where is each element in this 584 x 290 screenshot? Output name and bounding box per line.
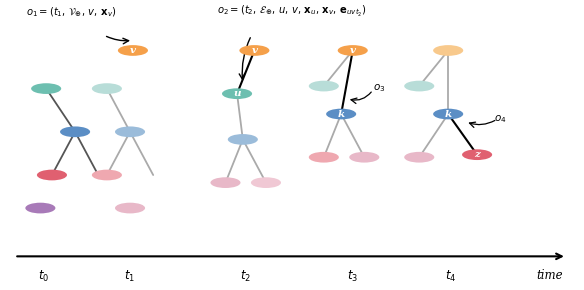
- Text: u: u: [233, 89, 241, 98]
- Ellipse shape: [60, 126, 90, 137]
- Ellipse shape: [118, 45, 148, 56]
- Text: v: v: [130, 46, 136, 55]
- Ellipse shape: [251, 177, 281, 188]
- Ellipse shape: [31, 83, 61, 94]
- Ellipse shape: [37, 170, 67, 180]
- Text: $t_2$: $t_2$: [240, 269, 251, 284]
- Text: v: v: [251, 46, 258, 55]
- Ellipse shape: [433, 45, 463, 56]
- Text: z: z: [474, 150, 480, 159]
- Text: $t_4$: $t_4$: [446, 269, 457, 284]
- Ellipse shape: [349, 152, 380, 163]
- Ellipse shape: [462, 149, 492, 160]
- Text: $o_3$: $o_3$: [373, 83, 385, 95]
- Ellipse shape: [309, 81, 339, 91]
- Ellipse shape: [404, 152, 434, 163]
- Text: $t_1$: $t_1$: [124, 269, 135, 284]
- Ellipse shape: [433, 109, 463, 119]
- Ellipse shape: [115, 126, 145, 137]
- Ellipse shape: [309, 152, 339, 163]
- Text: $o_4$: $o_4$: [495, 113, 507, 125]
- Ellipse shape: [25, 203, 55, 213]
- Ellipse shape: [228, 134, 258, 145]
- Ellipse shape: [326, 109, 356, 119]
- Text: time: time: [536, 269, 563, 282]
- Ellipse shape: [222, 88, 252, 99]
- Ellipse shape: [92, 83, 122, 94]
- Ellipse shape: [404, 81, 434, 91]
- Text: $t_0$: $t_0$: [37, 269, 49, 284]
- Ellipse shape: [92, 170, 122, 180]
- Text: k: k: [338, 110, 345, 119]
- Text: v: v: [350, 46, 356, 55]
- Ellipse shape: [115, 203, 145, 213]
- Text: $o_1 = (t_1,\, \mathcal{V}_{\oplus},\, v,\, \mathbf{x}_v)$: $o_1 = (t_1,\, \mathcal{V}_{\oplus},\, v…: [26, 5, 117, 19]
- Ellipse shape: [338, 45, 368, 56]
- Text: k: k: [444, 110, 452, 119]
- Text: $t_3$: $t_3$: [347, 269, 359, 284]
- Ellipse shape: [210, 177, 241, 188]
- Text: $o_2 = (t_2,\, \mathcal{E}_{\oplus},\, u,\, v,\, \mathbf{x}_u,\, \mathbf{x}_v,\,: $o_2 = (t_2,\, \mathcal{E}_{\oplus},\, u…: [217, 4, 366, 19]
- Ellipse shape: [239, 45, 269, 56]
